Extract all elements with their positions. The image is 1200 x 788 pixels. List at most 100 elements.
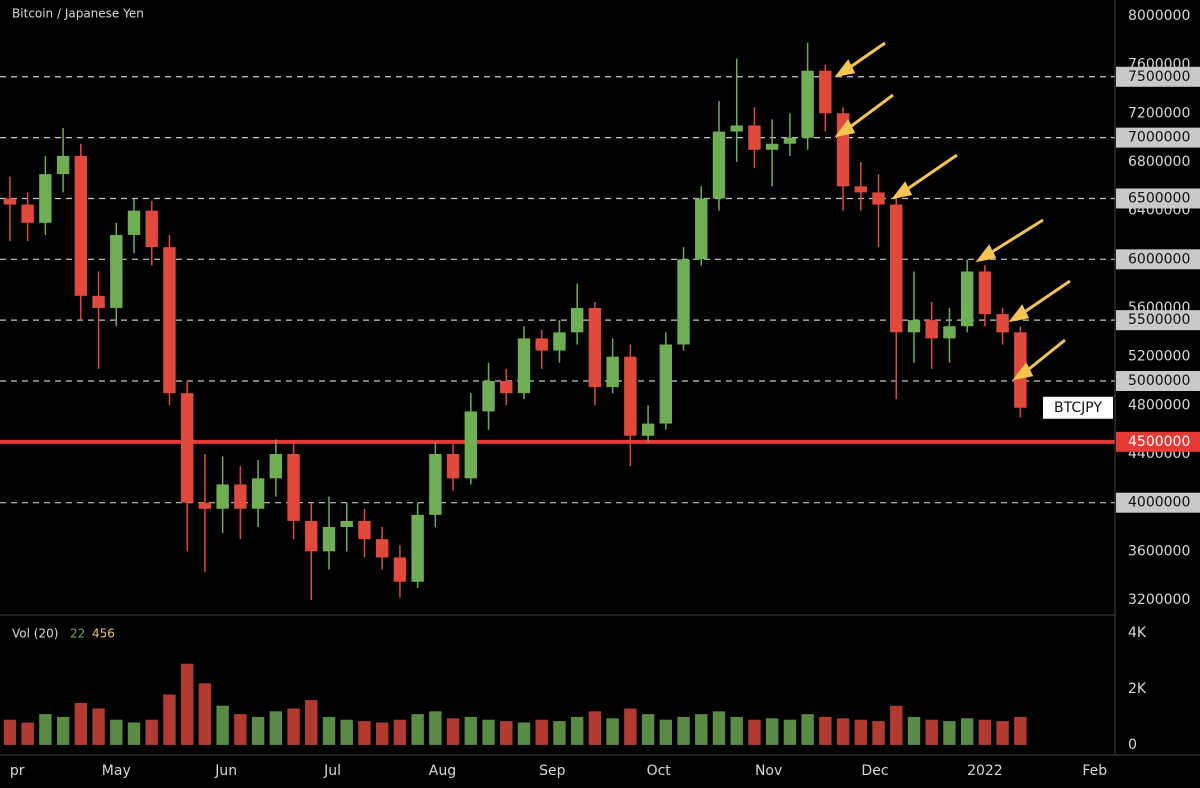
volume-bar xyxy=(393,719,407,745)
volume-bar xyxy=(92,708,105,745)
volume-bar xyxy=(695,714,708,745)
volume-bar xyxy=(907,716,921,745)
candle-body xyxy=(464,411,478,479)
candle-body xyxy=(358,520,371,540)
candle-body xyxy=(251,478,265,509)
level-label: 7500000 xyxy=(1128,69,1190,85)
candle-body xyxy=(3,198,17,205)
symbol-label-box xyxy=(1043,396,1113,419)
candle-body xyxy=(606,356,619,388)
y-tick-label: 6800000 xyxy=(1128,154,1190,170)
candle-body xyxy=(375,539,389,558)
x-tick-label: Sep xyxy=(539,763,566,779)
volume-tick-label: 0 xyxy=(1128,737,1137,753)
volume-bar xyxy=(925,719,938,745)
volume-bar xyxy=(819,716,832,745)
volume-bar xyxy=(641,714,655,745)
candle-body xyxy=(145,210,158,248)
volume-bar xyxy=(872,721,885,745)
candle-body xyxy=(74,155,88,296)
axis-layer: 8000000760000072000006800000640000060000… xyxy=(10,8,1200,779)
volume-bar xyxy=(322,716,336,745)
candle-body xyxy=(641,423,655,436)
volume-legend-value: 22 xyxy=(70,627,85,641)
volume-bar xyxy=(517,722,531,745)
x-tick-label: Dec xyxy=(861,763,888,779)
candle-body xyxy=(322,527,336,552)
candle-body xyxy=(996,314,1009,333)
volume-bar xyxy=(890,705,903,745)
x-tick-label: Jun xyxy=(214,763,237,779)
volume-bar xyxy=(198,683,212,745)
candle-body xyxy=(730,125,743,132)
candle-body xyxy=(890,204,903,333)
candle-body xyxy=(305,520,318,552)
level-label: 5000000 xyxy=(1128,373,1190,389)
volume-bar xyxy=(269,711,283,745)
candle-body xyxy=(624,356,637,436)
volume-bar xyxy=(429,711,442,745)
y-tick-label: 8000000 xyxy=(1128,8,1190,24)
candle-body xyxy=(234,484,247,509)
x-tick-label: pr xyxy=(10,763,25,779)
candle-body xyxy=(198,502,212,509)
volume-bar xyxy=(39,714,52,745)
volume-bar xyxy=(606,718,619,745)
arrow xyxy=(845,93,894,132)
volume-bar xyxy=(943,721,956,745)
volume-bar xyxy=(375,722,389,745)
candle-body xyxy=(907,320,921,333)
level-label: 7000000 xyxy=(1128,130,1190,146)
annotation-arrows xyxy=(834,41,1071,381)
candle-body xyxy=(570,307,584,333)
volume-legend-value: 456 xyxy=(92,627,115,641)
volume-bar xyxy=(127,722,141,745)
y-tick-label: 4800000 xyxy=(1128,397,1190,413)
level-label-box xyxy=(1116,188,1200,209)
volume-bar xyxy=(3,719,17,745)
candle-body xyxy=(340,520,353,528)
volume-bar xyxy=(748,719,761,745)
volume-bar xyxy=(180,663,194,745)
candle-body xyxy=(783,137,797,144)
candle-body xyxy=(393,557,407,582)
volume-bar xyxy=(659,719,673,745)
candle-body xyxy=(163,247,176,394)
volume-bar xyxy=(482,719,495,745)
volume-bar xyxy=(74,702,88,745)
level-label-box xyxy=(1116,370,1200,391)
arrow xyxy=(1019,279,1071,317)
x-tick-label: Nov xyxy=(755,763,782,779)
volume-bar xyxy=(960,718,974,745)
candle-body xyxy=(535,338,548,351)
arrow-head xyxy=(975,244,997,263)
candle-body xyxy=(588,307,602,388)
level-label-box xyxy=(1116,492,1200,513)
candle-body xyxy=(482,380,495,412)
volume-bar xyxy=(836,718,850,745)
candle-body xyxy=(553,332,566,351)
candle-body xyxy=(925,320,938,339)
candle-body xyxy=(216,484,229,509)
level-label: 6500000 xyxy=(1128,190,1190,206)
volume-bar xyxy=(163,694,176,745)
volume-bar xyxy=(500,721,513,745)
x-tick-label: Jul xyxy=(323,763,341,779)
arrow-head xyxy=(891,181,913,200)
candle-body xyxy=(429,454,442,515)
volume-bar xyxy=(234,714,247,745)
level-label-box xyxy=(1116,127,1200,148)
volume-bar xyxy=(110,719,123,745)
candle-body xyxy=(695,198,708,260)
volume-bar xyxy=(411,714,424,745)
candle-body xyxy=(659,344,673,424)
level-label: 5500000 xyxy=(1128,312,1190,328)
candle-body xyxy=(517,338,531,394)
volume-bar xyxy=(854,719,868,745)
volume-bar xyxy=(216,705,229,745)
candle-body xyxy=(127,210,141,235)
level-label: 6000000 xyxy=(1128,251,1190,267)
volume-bar xyxy=(446,718,460,745)
level-label-box xyxy=(1116,66,1200,87)
